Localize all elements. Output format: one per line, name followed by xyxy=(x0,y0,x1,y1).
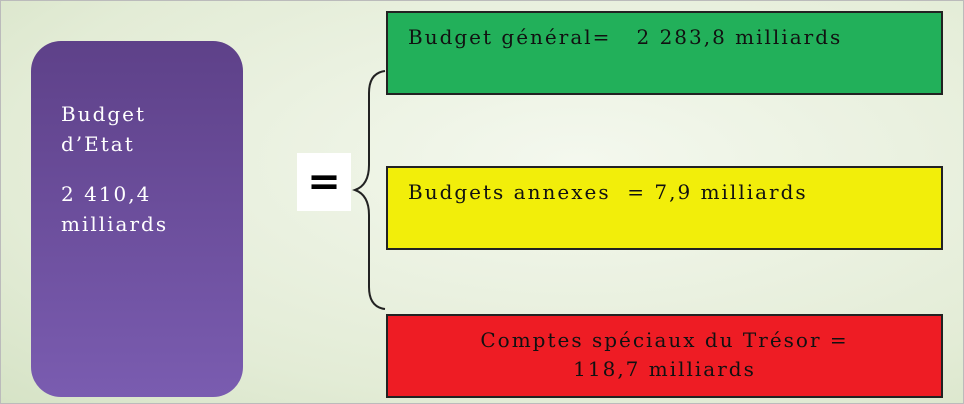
equals-sign: = xyxy=(297,153,351,211)
brace xyxy=(352,70,386,310)
brace-path xyxy=(352,70,386,310)
budget-etat-box: Budget d’Etat 2 410,4 milliards xyxy=(31,41,243,397)
budget-general-box: Budget général= 2 283,8 milliards xyxy=(386,11,943,95)
budgets-annexes-box: Budgets annexes = 7,9 milliards xyxy=(386,166,943,250)
comptes-speciaux-box: Comptes spéciaux du Trésor = 118,7 milli… xyxy=(386,314,943,398)
left-amount: 2 410,4 milliards xyxy=(61,182,169,236)
left-title: Budget d’Etat xyxy=(61,102,147,156)
